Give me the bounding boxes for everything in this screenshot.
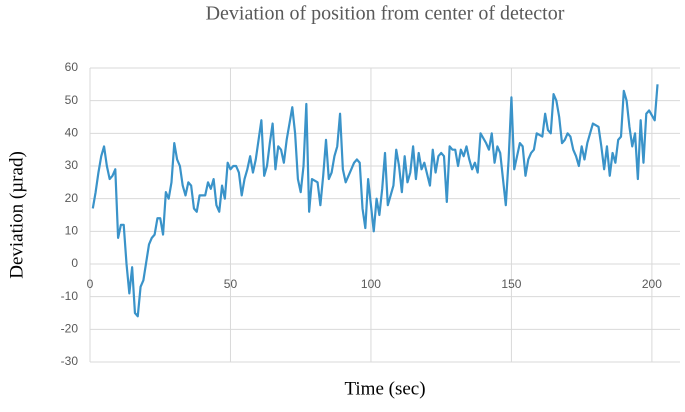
x-axis-label: Time (sec) [344,378,425,399]
y-tick-label: 10 [65,224,79,238]
y-tick-label: -10 [61,289,79,303]
y-tick-label: 60 [65,60,79,74]
y-tick-label: 30 [65,158,79,172]
data-line [91,84,659,318]
y-tick-label: 0 [71,256,78,270]
x-tick-label: 150 [501,277,521,291]
x-tick-label: 0 [87,277,94,291]
y-axis-label: Deviation (µrad) [6,151,27,279]
x-tick-label: 50 [224,277,238,291]
y-tick-label: -30 [61,354,79,368]
y-tick-label: 50 [65,93,79,107]
y-tick-label: 40 [65,126,79,140]
y-tick-label: -20 [61,322,79,336]
x-tick-label: 200 [642,277,662,291]
y-tick-label: 20 [65,191,79,205]
chart-title: Deviation of position from center of det… [206,3,565,25]
x-tick-label: 100 [361,277,381,291]
